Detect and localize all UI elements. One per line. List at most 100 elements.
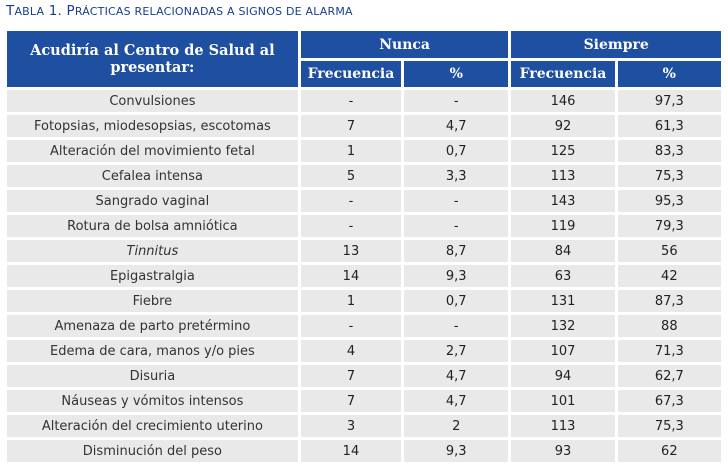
data-table: Acudiría al Centro de Salud al presentar… xyxy=(4,28,724,465)
cell-siempre-pct: 79,3 xyxy=(617,215,721,237)
table-row: Fiebre 1 0,7 131 87,3 xyxy=(7,290,721,312)
row-label: Alteración del crecimiento uterino xyxy=(7,415,298,437)
cell-nunca-pct: 4,7 xyxy=(404,365,509,387)
cell-nunca-frecuencia: - xyxy=(300,215,402,237)
cell-nunca-frecuencia: 3 xyxy=(300,415,402,437)
caption-small: ABLA xyxy=(14,5,45,18)
cell-siempre-pct: 83,3 xyxy=(617,140,721,162)
cell-nunca-pct: 9,3 xyxy=(404,440,509,462)
table-row: Alteración del movimiento fetal 1 0,7 12… xyxy=(7,140,721,162)
cell-siempre-frecuencia: 107 xyxy=(511,340,615,362)
caption-prefix: T xyxy=(6,3,15,19)
header-siempre-frecuencia: Frecuencia xyxy=(511,61,615,87)
cell-siempre-pct: 62 xyxy=(617,440,721,462)
table-row: Disuria 7 4,7 94 62,7 xyxy=(7,365,721,387)
table-row: Edema de cara, manos y/o pies 4 2,7 107 … xyxy=(7,340,721,362)
header-main: Acudiría al Centro de Salud al presentar… xyxy=(7,31,298,87)
cell-siempre-pct: 56 xyxy=(617,240,721,262)
header-nunca-pct: % xyxy=(404,61,509,87)
caption-rest: RÁCTICAS RELACIONADAS A SIGNOS DE ALARMA xyxy=(74,5,353,18)
table-row: Epigastralgia 14 9,3 63 42 xyxy=(7,265,721,287)
cell-nunca-pct: 3,3 xyxy=(404,165,509,187)
cell-siempre-frecuencia: 119 xyxy=(511,215,615,237)
row-label: Disminución del peso xyxy=(7,440,298,462)
table-row: Convulsiones - - 146 97,3 xyxy=(7,90,721,112)
cell-siempre-pct: 75,3 xyxy=(617,415,721,437)
cell-nunca-frecuencia: - xyxy=(300,315,402,337)
cell-nunca-frecuencia: 7 xyxy=(300,365,402,387)
cell-nunca-pct: - xyxy=(404,90,509,112)
cell-siempre-frecuencia: 131 xyxy=(511,290,615,312)
cell-nunca-pct: - xyxy=(404,215,509,237)
row-label: Cefalea intensa xyxy=(7,165,298,187)
header-siempre-pct: % xyxy=(617,61,721,87)
caption-number: 1. P xyxy=(44,3,75,19)
cell-siempre-frecuencia: 113 xyxy=(511,165,615,187)
cell-siempre-frecuencia: 146 xyxy=(511,90,615,112)
row-label: Fotopsias, miodesopsias, escotomas xyxy=(7,115,298,137)
cell-nunca-pct: 8,7 xyxy=(404,240,509,262)
cell-nunca-frecuencia: 13 xyxy=(300,240,402,262)
table-row: Amenaza de parto pretérmino - - 132 88 xyxy=(7,315,721,337)
cell-siempre-pct: 95,3 xyxy=(617,190,721,212)
header-nunca-frecuencia: Frecuencia xyxy=(300,61,402,87)
header-group-siempre: Siempre xyxy=(511,31,721,58)
row-label: Fiebre xyxy=(7,290,298,312)
cell-nunca-frecuencia: 1 xyxy=(300,290,402,312)
header-group-nunca: Nunca xyxy=(300,31,509,58)
table-row: Cefalea intensa 5 3,3 113 75,3 xyxy=(7,165,721,187)
cell-siempre-pct: 67,3 xyxy=(617,390,721,412)
cell-nunca-pct: 2 xyxy=(404,415,509,437)
cell-siempre-frecuencia: 93 xyxy=(511,440,615,462)
table-caption: TABLA 1. PRÁCTICAS RELACIONADAS A SIGNOS… xyxy=(6,3,353,19)
cell-nunca-pct: 0,7 xyxy=(404,290,509,312)
row-label: Convulsiones xyxy=(7,90,298,112)
row-label: Epigastralgia xyxy=(7,265,298,287)
row-label: Rotura de bolsa amniótica xyxy=(7,215,298,237)
cell-siempre-frecuencia: 84 xyxy=(511,240,615,262)
cell-nunca-frecuencia: 7 xyxy=(300,390,402,412)
row-label: Náuseas y vómitos intensos xyxy=(7,390,298,412)
cell-siempre-pct: 97,3 xyxy=(617,90,721,112)
cell-siempre-frecuencia: 63 xyxy=(511,265,615,287)
row-label: Disuria xyxy=(7,365,298,387)
cell-siempre-pct: 61,3 xyxy=(617,115,721,137)
cell-nunca-frecuencia: - xyxy=(300,90,402,112)
row-label: Edema de cara, manos y/o pies xyxy=(7,340,298,362)
cell-nunca-pct: 2,7 xyxy=(404,340,509,362)
cell-nunca-frecuencia: 7 xyxy=(300,115,402,137)
cell-siempre-pct: 75,3 xyxy=(617,165,721,187)
cell-nunca-frecuencia: 14 xyxy=(300,265,402,287)
cell-nunca-pct: 9,3 xyxy=(404,265,509,287)
cell-nunca-frecuencia: 1 xyxy=(300,140,402,162)
table-row: Tinnitus 13 8,7 84 56 xyxy=(7,240,721,262)
cell-nunca-frecuencia: 5 xyxy=(300,165,402,187)
cell-siempre-pct: 71,3 xyxy=(617,340,721,362)
cell-siempre-frecuencia: 113 xyxy=(511,415,615,437)
cell-siempre-frecuencia: 143 xyxy=(511,190,615,212)
table-row: Náuseas y vómitos intensos 7 4,7 101 67,… xyxy=(7,390,721,412)
cell-siempre-pct: 62,7 xyxy=(617,365,721,387)
cell-siempre-frecuencia: 94 xyxy=(511,365,615,387)
cell-siempre-frecuencia: 92 xyxy=(511,115,615,137)
cell-siempre-frecuencia: 132 xyxy=(511,315,615,337)
cell-nunca-pct: - xyxy=(404,315,509,337)
cell-siempre-pct: 42 xyxy=(617,265,721,287)
row-label: Tinnitus xyxy=(7,240,298,262)
table-row: Rotura de bolsa amniótica - - 119 79,3 xyxy=(7,215,721,237)
cell-nunca-frecuencia: 14 xyxy=(300,440,402,462)
row-label: Amenaza de parto pretérmino xyxy=(7,315,298,337)
table-row: Sangrado vaginal - - 143 95,3 xyxy=(7,190,721,212)
table-row: Alteración del crecimiento uterino 3 2 1… xyxy=(7,415,721,437)
cell-nunca-frecuencia: - xyxy=(300,190,402,212)
cell-siempre-frecuencia: 125 xyxy=(511,140,615,162)
cell-nunca-pct: - xyxy=(404,190,509,212)
cell-nunca-frecuencia: 4 xyxy=(300,340,402,362)
cell-siempre-pct: 87,3 xyxy=(617,290,721,312)
cell-nunca-pct: 4,7 xyxy=(404,390,509,412)
cell-nunca-pct: 4,7 xyxy=(404,115,509,137)
table-row: Fotopsias, miodesopsias, escotomas 7 4,7… xyxy=(7,115,721,137)
table-row: Disminución del peso 14 9,3 93 62 xyxy=(7,440,721,462)
cell-siempre-frecuencia: 101 xyxy=(511,390,615,412)
cell-siempre-pct: 88 xyxy=(617,315,721,337)
